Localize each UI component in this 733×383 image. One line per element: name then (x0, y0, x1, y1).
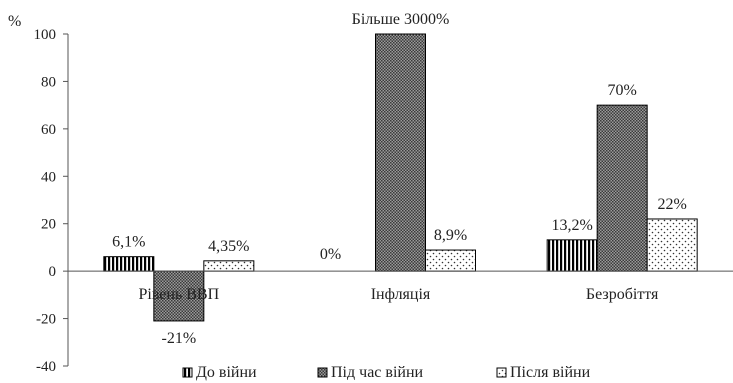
data-label: 4,35% (208, 238, 249, 255)
data-label: 6,1% (112, 234, 145, 251)
data-label: 13,2% (552, 217, 593, 234)
y-tick-label: 40 (41, 169, 56, 185)
bar-dots (646, 218, 698, 272)
bar-dots (425, 249, 476, 272)
legend: До війни Під час війни Після війни (182, 364, 591, 381)
bars-layer (103, 33, 698, 322)
legend-swatch-vertical-stripes (182, 367, 193, 378)
legend-swatch-dots (496, 367, 507, 378)
y-tick-label: 60 (41, 122, 56, 138)
axis-layer: -40 -20 0 20 40 60 80 100 (34, 27, 733, 375)
data-label: 22% (658, 196, 687, 213)
bar-crosshatch (375, 33, 426, 272)
x-category-label: Інфляція (371, 286, 431, 303)
bar-dots (203, 260, 255, 272)
y-tick-label: 0 (49, 264, 57, 280)
bar-crosshatch (153, 270, 205, 322)
data-label: -21% (162, 330, 197, 347)
x-category-label: Безробіття (586, 286, 659, 303)
bar-vertical-stripes (546, 239, 598, 272)
y-tick-label: 20 (41, 217, 56, 233)
legend-swatch-crosshatch (317, 367, 328, 378)
x-category-label: Рівень ВВП (138, 286, 219, 303)
y-tick-label: 100 (34, 27, 57, 43)
legend-label: До війни (196, 364, 257, 381)
y-tick-label: 80 (41, 74, 56, 90)
y-axis-unit-label: % (8, 13, 21, 30)
legend-label: Під час війни (331, 364, 424, 381)
y-tick-label: -20 (36, 312, 56, 328)
data-label: Більше 3000% (352, 11, 450, 28)
data-label: 0% (320, 246, 341, 263)
y-tick-label: -40 (36, 359, 56, 375)
legend-label: Після війни (510, 364, 591, 381)
bar-crosshatch (596, 104, 648, 272)
labels-layer: 6,1% -21% 4,35% Рівень ВВП 0% Більше 3000% 8,9… (112, 11, 687, 347)
data-label: 70% (608, 82, 637, 99)
data-label: 8,9% (434, 227, 467, 244)
bar-vertical-stripes (103, 256, 155, 272)
